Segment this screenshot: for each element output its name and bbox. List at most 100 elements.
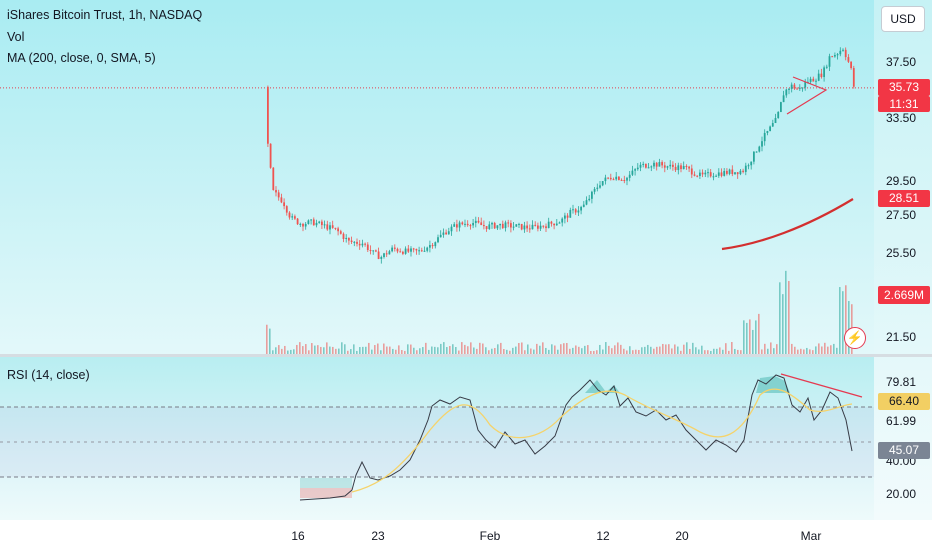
time-label: Feb <box>479 529 501 543</box>
candle-body <box>312 219 315 226</box>
candle-body <box>850 61 852 69</box>
volume-bar <box>404 350 406 354</box>
candle-body <box>834 55 836 57</box>
volume-bar <box>497 344 499 354</box>
candle-body <box>688 166 690 169</box>
candle-body <box>790 84 793 89</box>
candle-body <box>604 177 607 182</box>
volume-bar <box>836 347 838 354</box>
volume-bar <box>764 343 766 354</box>
candle-body <box>588 198 591 201</box>
volume-bar <box>386 346 388 354</box>
candle-body <box>439 234 442 238</box>
candle-body <box>674 166 677 171</box>
volume-bar <box>779 282 781 354</box>
candle-body <box>747 165 750 167</box>
candle-body <box>836 54 839 56</box>
volume-bar <box>449 346 451 354</box>
volume-bar <box>413 347 415 354</box>
candle-body <box>483 225 485 227</box>
volume-bar <box>686 342 688 354</box>
candle-body <box>809 78 812 82</box>
candle-body <box>696 175 699 177</box>
volume-bar <box>314 345 316 354</box>
volume-bar <box>554 345 556 354</box>
volume-bar <box>797 349 799 354</box>
rsi-gradient-fill <box>300 478 352 488</box>
candle-body <box>412 248 415 250</box>
candle-body <box>396 248 399 252</box>
volume-bar <box>629 346 631 354</box>
candle-body <box>399 251 402 253</box>
pane-separator[interactable] <box>0 354 932 357</box>
candle-body <box>626 177 628 181</box>
volume-bar <box>467 346 469 354</box>
volume-bar <box>290 349 292 354</box>
candle-body <box>591 191 593 199</box>
volume-bar <box>452 344 454 354</box>
volume-bar <box>599 344 601 354</box>
candle-body <box>728 169 731 174</box>
symbol-legend[interactable]: iShares Bitcoin Trust, 1h, NASDAQ <box>7 8 203 22</box>
lightning-icon[interactable]: ⚡ <box>844 327 866 349</box>
volume-bar <box>383 343 385 354</box>
candle-body <box>358 243 361 246</box>
volume-bar <box>335 348 337 354</box>
candle-body <box>337 228 339 232</box>
candle-body <box>823 67 825 78</box>
volume-bar <box>269 328 271 354</box>
volume-bar <box>725 343 727 354</box>
candle-body <box>407 248 410 252</box>
time-axis[interactable] <box>0 520 932 550</box>
candle-body <box>825 66 828 68</box>
candle-body <box>585 200 588 205</box>
volume-bar <box>809 349 811 354</box>
candle-body <box>410 248 412 252</box>
candle-body <box>480 222 483 226</box>
volume-bar <box>794 346 796 354</box>
time-label: 23 <box>371 529 385 543</box>
volume-bar <box>569 348 571 354</box>
candle-body <box>499 223 501 226</box>
candle-body <box>615 176 618 180</box>
volume-bar <box>356 350 358 354</box>
candle-body <box>796 88 798 90</box>
candle-body <box>402 251 404 254</box>
candle-body <box>326 224 329 230</box>
volume-bar <box>473 347 475 354</box>
candle-body <box>456 224 458 228</box>
candle-body <box>852 68 855 87</box>
volume-bar <box>428 349 430 354</box>
volume-bar <box>305 344 307 354</box>
volume-bar <box>659 346 661 354</box>
volume-bar <box>461 342 463 354</box>
ma-legend[interactable]: MA (200, close, 0, SMA, 5) <box>7 51 156 65</box>
candle-body <box>707 172 709 174</box>
candle-body <box>294 216 296 219</box>
candle-body <box>701 172 704 175</box>
volume-bar <box>533 349 535 354</box>
rsi-overbought-fill <box>756 376 790 393</box>
volume-bar <box>596 350 598 354</box>
candle-body <box>485 226 488 230</box>
price-pane[interactable] <box>0 0 874 354</box>
candle-body <box>366 244 369 250</box>
volume-legend[interactable]: Vol <box>7 30 25 44</box>
volume-bar <box>635 349 637 354</box>
volume-bar <box>548 349 550 354</box>
volume-bar <box>674 344 676 354</box>
candle-body <box>612 179 615 181</box>
volume-bar <box>761 349 763 354</box>
rsi-pane[interactable] <box>0 357 874 520</box>
volume-bar <box>692 342 694 354</box>
rsi-legend[interactable]: RSI (14, close) <box>7 368 90 382</box>
candle-body <box>450 226 453 232</box>
volume-bar <box>518 343 520 354</box>
candle-body <box>620 179 623 181</box>
candle-body <box>561 218 564 223</box>
volume-bar <box>299 342 301 354</box>
candle-body <box>693 174 696 176</box>
candle-body <box>704 172 707 175</box>
volume-bar <box>587 345 589 354</box>
currency-button[interactable]: USD <box>881 6 925 32</box>
